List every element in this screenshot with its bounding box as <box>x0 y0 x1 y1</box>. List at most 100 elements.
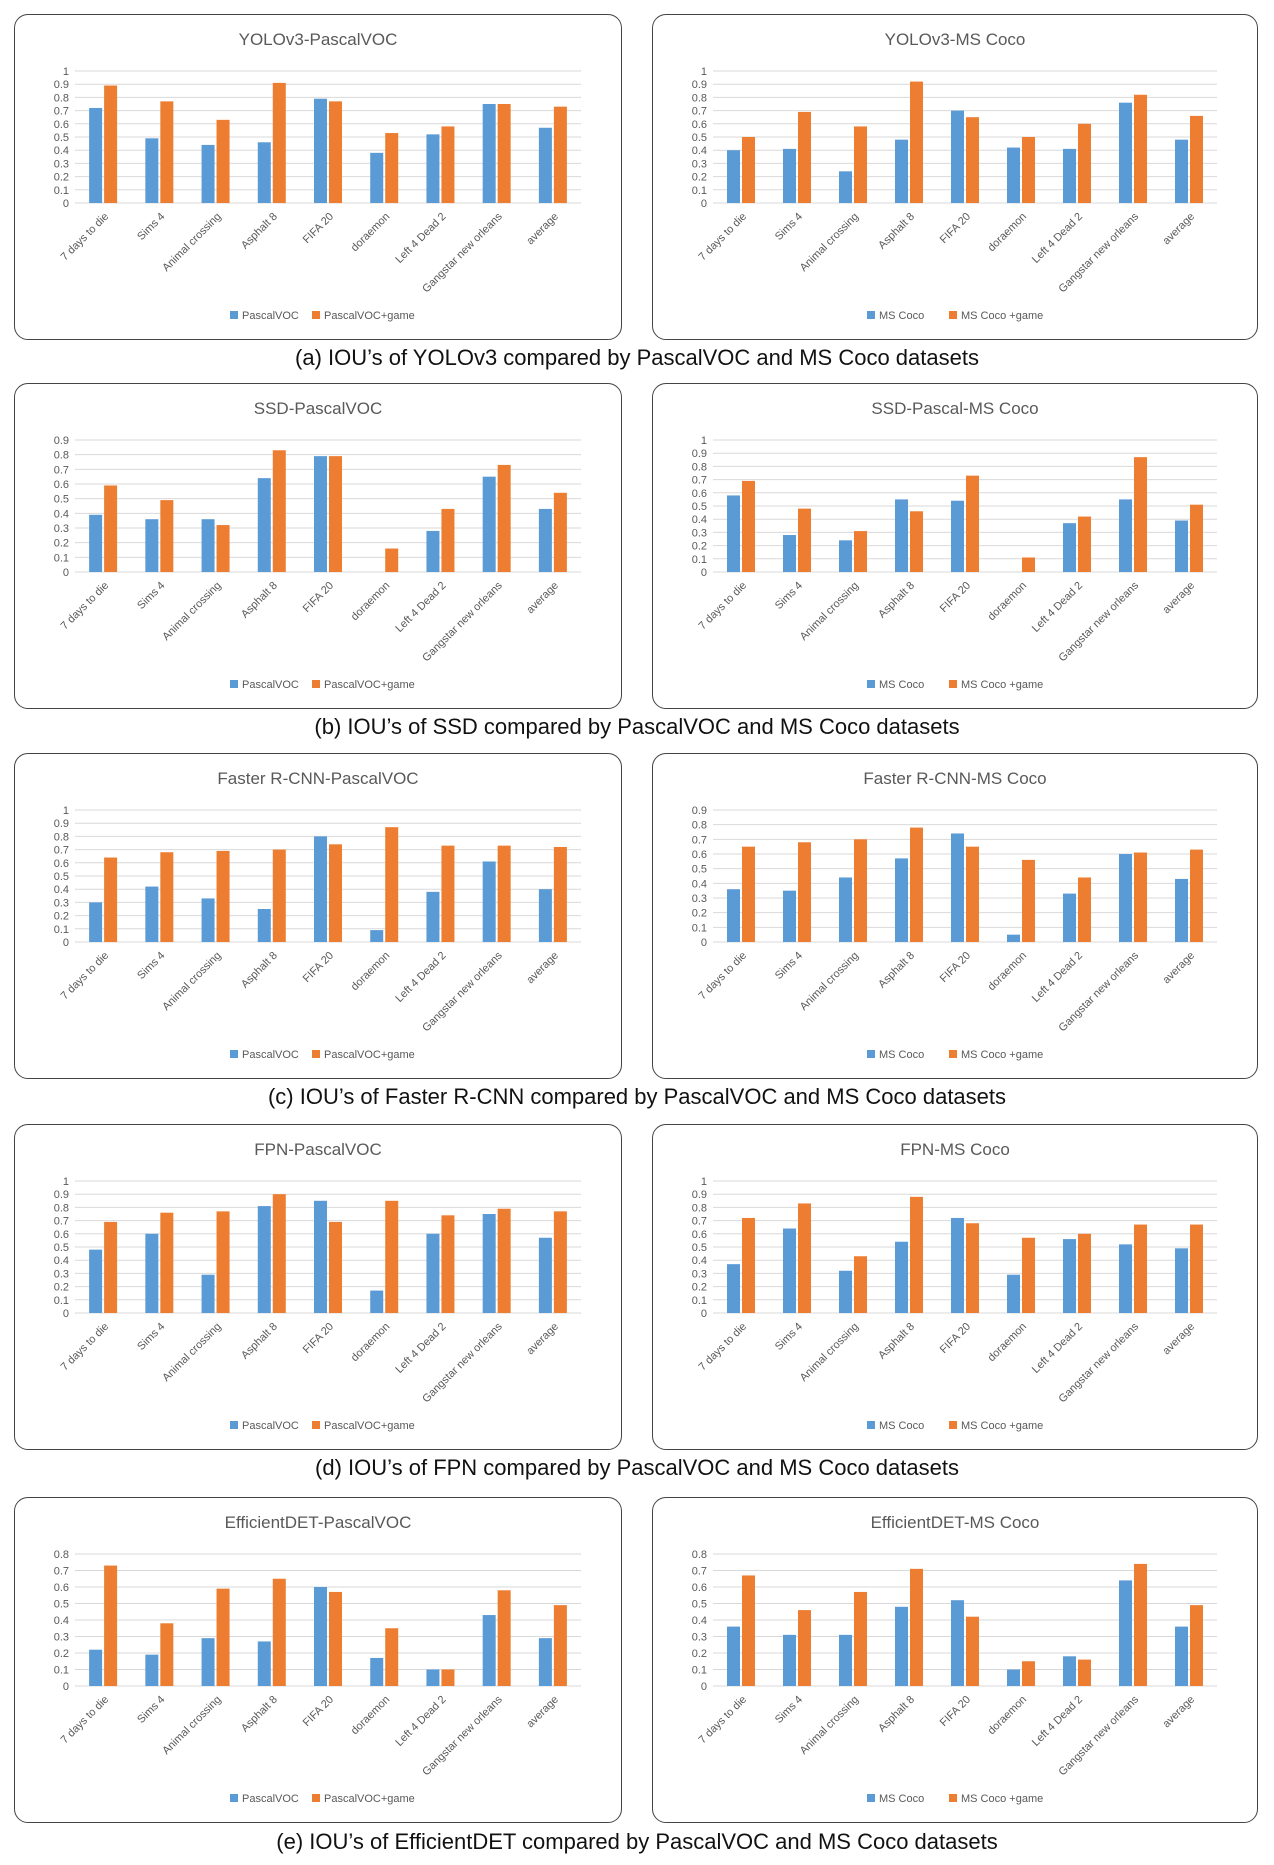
legend-swatch <box>230 1050 238 1058</box>
bar-a <box>370 152 384 203</box>
bar-a <box>482 476 496 572</box>
y-tick-label: 0.4 <box>692 878 707 890</box>
x-category-label: Animal crossing <box>798 950 861 1013</box>
y-tick-label: 0.8 <box>54 92 69 104</box>
x-category-label: 7 days to die <box>59 580 112 633</box>
x-category-label: Animal crossing <box>798 580 861 643</box>
chart-svg: EfficientDET-PascalVOC 0 0.1 0.2 0.3 0.4 0.5 0.… <box>54 1513 581 1805</box>
bar-a <box>426 134 440 203</box>
y-tick-label: 0.7 <box>54 845 69 857</box>
bar-a <box>426 1669 440 1686</box>
bar-b <box>742 1217 755 1313</box>
bar-a <box>951 1600 964 1686</box>
bar-b <box>1022 1661 1035 1686</box>
bar-b <box>966 117 979 203</box>
bar-a <box>783 1634 796 1686</box>
y-tick-label: 0.4 <box>692 1255 707 1267</box>
y-tick-label: 0.3 <box>54 1268 69 1280</box>
bar-a <box>201 898 215 942</box>
legend-label: PascalVOC <box>242 310 299 322</box>
bar-a <box>145 1233 159 1313</box>
y-tick-label: 0 <box>63 937 69 949</box>
x-category-label: average <box>524 211 561 248</box>
bar-a <box>370 1290 384 1313</box>
legend-swatch <box>867 1050 875 1058</box>
bar-a <box>895 499 908 572</box>
bar-a <box>951 110 964 203</box>
x-category-label: Left 4 Dead 2 <box>393 1694 448 1749</box>
bar-b <box>160 101 174 203</box>
bar-a <box>314 98 327 203</box>
x-category-label: 7 days to die <box>697 1321 750 1374</box>
legend-swatch <box>867 1421 875 1429</box>
y-tick-label: 0.2 <box>54 1282 69 1294</box>
legend-swatch <box>867 1794 875 1802</box>
chart-title: Faster R-CNN-PascalVOC <box>217 769 418 788</box>
legend-swatch <box>949 680 957 688</box>
bar-b <box>385 1200 399 1313</box>
x-category-label: 7 days to die <box>59 1321 112 1374</box>
legend-swatch <box>867 311 875 319</box>
y-tick-label: 0.1 <box>692 922 707 934</box>
y-tick-label: 0.9 <box>54 818 69 830</box>
x-category-label: Asphalt 8 <box>239 1694 280 1735</box>
y-tick-label: 0 <box>63 198 69 210</box>
bar-a <box>1175 878 1188 942</box>
y-tick-label: 0 <box>63 1308 69 1320</box>
x-category-label: 7 days to die <box>697 580 750 633</box>
x-category-label: FIFA 20 <box>938 950 973 985</box>
y-tick-label: 0 <box>701 1681 707 1693</box>
bar-a <box>783 148 796 203</box>
bar-b <box>798 111 811 203</box>
x-category-label: doraemon <box>986 950 1030 994</box>
y-tick-label: 0.7 <box>692 834 707 846</box>
bar-a <box>145 1654 159 1686</box>
x-category-label: Sims 4 <box>773 580 805 612</box>
bar-a <box>727 150 740 203</box>
bar-a <box>1063 1656 1076 1686</box>
bar-b <box>1190 1605 1203 1686</box>
bar-a <box>1119 499 1132 572</box>
bar-a <box>370 1657 384 1686</box>
bar-a <box>1007 1669 1020 1686</box>
y-tick-label: 0 <box>63 1681 69 1693</box>
bar-a <box>1007 1274 1020 1313</box>
bar-b <box>497 464 511 572</box>
bar-a <box>482 861 496 942</box>
y-tick-label: 0.9 <box>692 805 707 817</box>
bar-a <box>89 902 103 942</box>
bar-b <box>1190 1224 1203 1313</box>
y-tick-label: 0.1 <box>692 554 707 566</box>
caption-e: (e) IOU’s of EfficientDET compared by Pa… <box>276 1829 998 1854</box>
bar-b <box>966 846 979 942</box>
y-tick-label: 0.4 <box>54 1615 69 1627</box>
bar-b <box>385 1628 399 1686</box>
bar-a <box>951 833 964 942</box>
y-tick-label: 0.2 <box>692 172 707 184</box>
bar-b <box>216 850 230 942</box>
bar-b <box>798 1610 811 1686</box>
bar-a <box>895 858 908 942</box>
bar-b <box>385 548 399 572</box>
chart-panel-ssd-mscoco: SSD-Pascal-MS Coco 0 0.1 0.2 0.3 0.4 0.5 0.6 0.7… <box>652 383 1258 709</box>
y-tick-label: 0.7 <box>54 464 69 476</box>
legend-label: MS Coco <box>879 1793 924 1805</box>
bar-b <box>497 1590 511 1686</box>
bar-b <box>216 1211 230 1313</box>
legend-swatch <box>312 1050 320 1058</box>
bar-b <box>441 126 455 203</box>
y-tick-label: 0.5 <box>54 871 69 883</box>
legend-swatch <box>949 1421 957 1429</box>
chart-panel-ssd-pascalvoc: SSD-PascalVOC 0 0.1 0.2 0.3 0.4 0.5 0.6 0.7 0.8 0.… <box>14 383 622 709</box>
bar-a <box>145 886 159 942</box>
bar-b <box>272 849 286 942</box>
x-category-label: average <box>524 1694 561 1731</box>
caption-b: (b) IOU’s of SSD compared by PascalVOC a… <box>314 714 960 739</box>
bar-a <box>727 495 740 572</box>
bar-b <box>329 456 342 572</box>
bar-a <box>1063 1239 1076 1313</box>
bar-b <box>1078 1659 1091 1686</box>
y-tick-label: 0.9 <box>692 448 707 460</box>
bar-b <box>854 531 867 572</box>
y-tick-label: 0.2 <box>54 538 69 550</box>
